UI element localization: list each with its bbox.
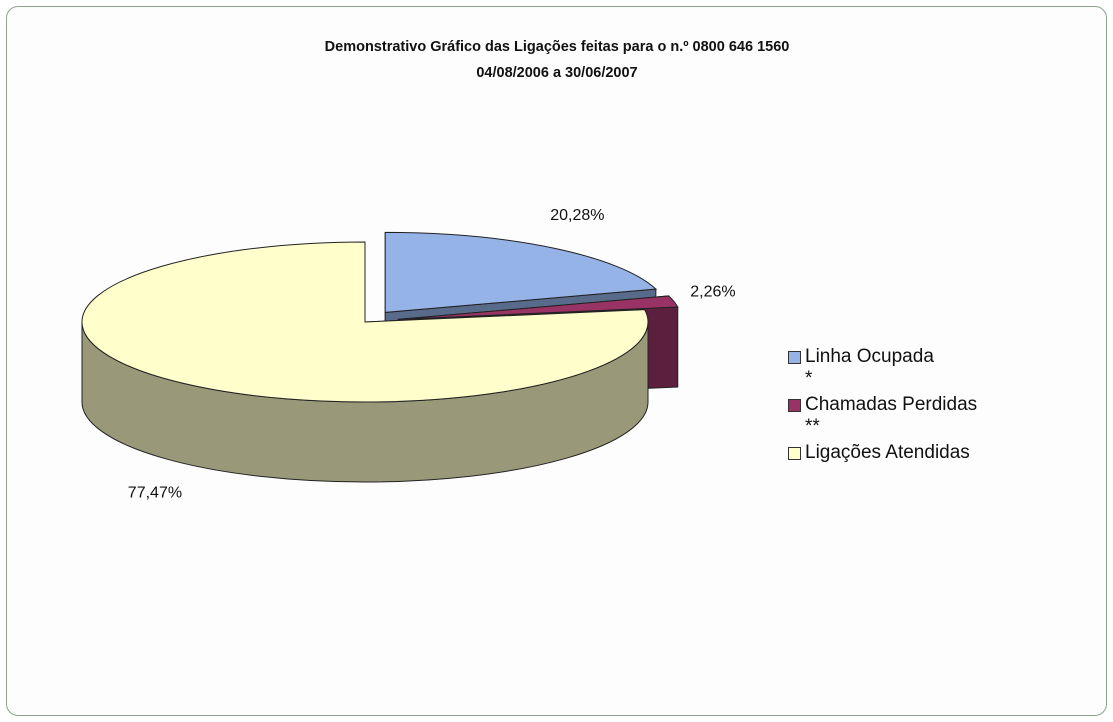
legend-entry: Linha Ocupada * xyxy=(788,346,977,390)
data-label: 20,28% xyxy=(550,207,604,224)
legend-label: Ligações Atendidas xyxy=(805,442,970,463)
legend-label: Linha Ocupada * xyxy=(805,346,934,389)
legend: Linha Ocupada * Chamadas Perdidas ** Ligaç… xyxy=(788,346,977,468)
chart-subtitle: 04/08/2006 a 30/06/2007 xyxy=(476,65,637,81)
legend-swatch xyxy=(788,399,801,412)
legend-label: Chamadas Perdidas ** xyxy=(805,394,978,437)
data-label: 77,47% xyxy=(128,484,182,501)
chart-title: Demonstrativo Gráfico das Ligações feita… xyxy=(325,39,790,55)
legend-entry: Chamadas Perdidas ** xyxy=(788,394,977,438)
data-label: 2,26% xyxy=(690,284,735,301)
slice xyxy=(398,295,679,320)
legend-entry: Ligações Atendidas xyxy=(788,442,977,464)
slice xyxy=(384,231,658,313)
legend-swatch xyxy=(788,447,801,460)
slice xyxy=(81,241,649,403)
legend-swatch xyxy=(788,351,801,364)
